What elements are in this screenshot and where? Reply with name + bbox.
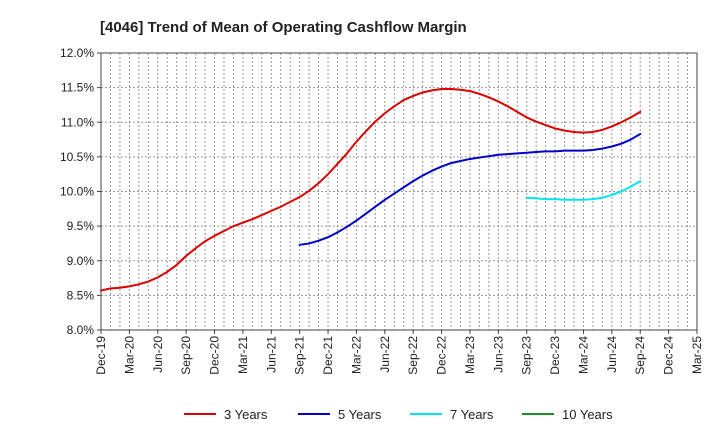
x-tick-label: Mar-21 xyxy=(236,336,250,374)
x-tick-label: Jun-22 xyxy=(378,336,392,373)
y-tick-label: 10.5% xyxy=(60,150,94,164)
legend-label-5-years: 5 Years xyxy=(338,407,382,422)
chart-title: [4046] Trend of Mean of Operating Cashfl… xyxy=(100,19,467,36)
legend-label-10-years: 10 Years xyxy=(562,407,613,422)
x-tick-label: Dec-19 xyxy=(94,336,108,375)
x-tick-label: Sep-22 xyxy=(406,336,420,375)
series-line-3-years xyxy=(100,88,642,292)
x-tick-label: Dec-21 xyxy=(321,336,335,375)
x-tick-label: Jun-23 xyxy=(491,336,505,373)
x-tick-label: Mar-24 xyxy=(576,336,590,374)
x-tick-label: Mar-23 xyxy=(463,336,477,374)
y-tick-label: 8.5% xyxy=(67,288,95,302)
legend-label-3-years: 3 Years xyxy=(224,407,268,422)
y-tick-label: 12.0% xyxy=(60,46,94,60)
x-tick-label: Sep-24 xyxy=(633,336,647,375)
x-axis: Dec-19 Mar-20 Jun-20 Sep-20 Dec-20 Mar-21 Jun-… xyxy=(94,330,704,375)
series-line-5-years xyxy=(298,133,642,246)
x-tick-label: Dec-24 xyxy=(662,336,676,375)
x-tick-label: Sep-21 xyxy=(293,336,307,375)
x-tick-label: Sep-20 xyxy=(179,336,193,375)
x-tick-label: Jun-21 xyxy=(264,336,278,373)
x-tick-label: Mar-20 xyxy=(122,336,136,374)
series-lines xyxy=(100,88,642,292)
y-tick-label: 10.0% xyxy=(60,185,94,199)
legend-label-7-years: 7 Years xyxy=(450,407,494,422)
series-line-7-years xyxy=(525,180,642,201)
y-axis: 8.0% 8.5% 9.0% 9.5% 10.0% 10.5% 11.0% 11.5% 12.0… xyxy=(60,46,101,337)
y-tick-label: 8.0% xyxy=(67,323,95,337)
x-tick-label: Dec-23 xyxy=(548,336,562,375)
y-tick-label: 9.5% xyxy=(67,219,95,233)
x-tick-label: Dec-22 xyxy=(435,336,449,375)
x-tick-label: Jun-20 xyxy=(151,336,165,373)
x-tick-label: Sep-23 xyxy=(520,336,534,375)
y-tick-label: 9.0% xyxy=(67,254,95,268)
x-tick-label: Mar-22 xyxy=(349,336,363,374)
x-tick-label: Mar-25 xyxy=(690,336,704,374)
y-tick-label: 11.0% xyxy=(61,115,94,129)
y-tick-label: 11.5% xyxy=(61,81,94,95)
x-tick-label: Dec-20 xyxy=(208,336,222,375)
legend: 3 Years 5 Years 7 Years 10 Years xyxy=(184,407,613,422)
x-tick-label: Jun-24 xyxy=(605,336,619,373)
